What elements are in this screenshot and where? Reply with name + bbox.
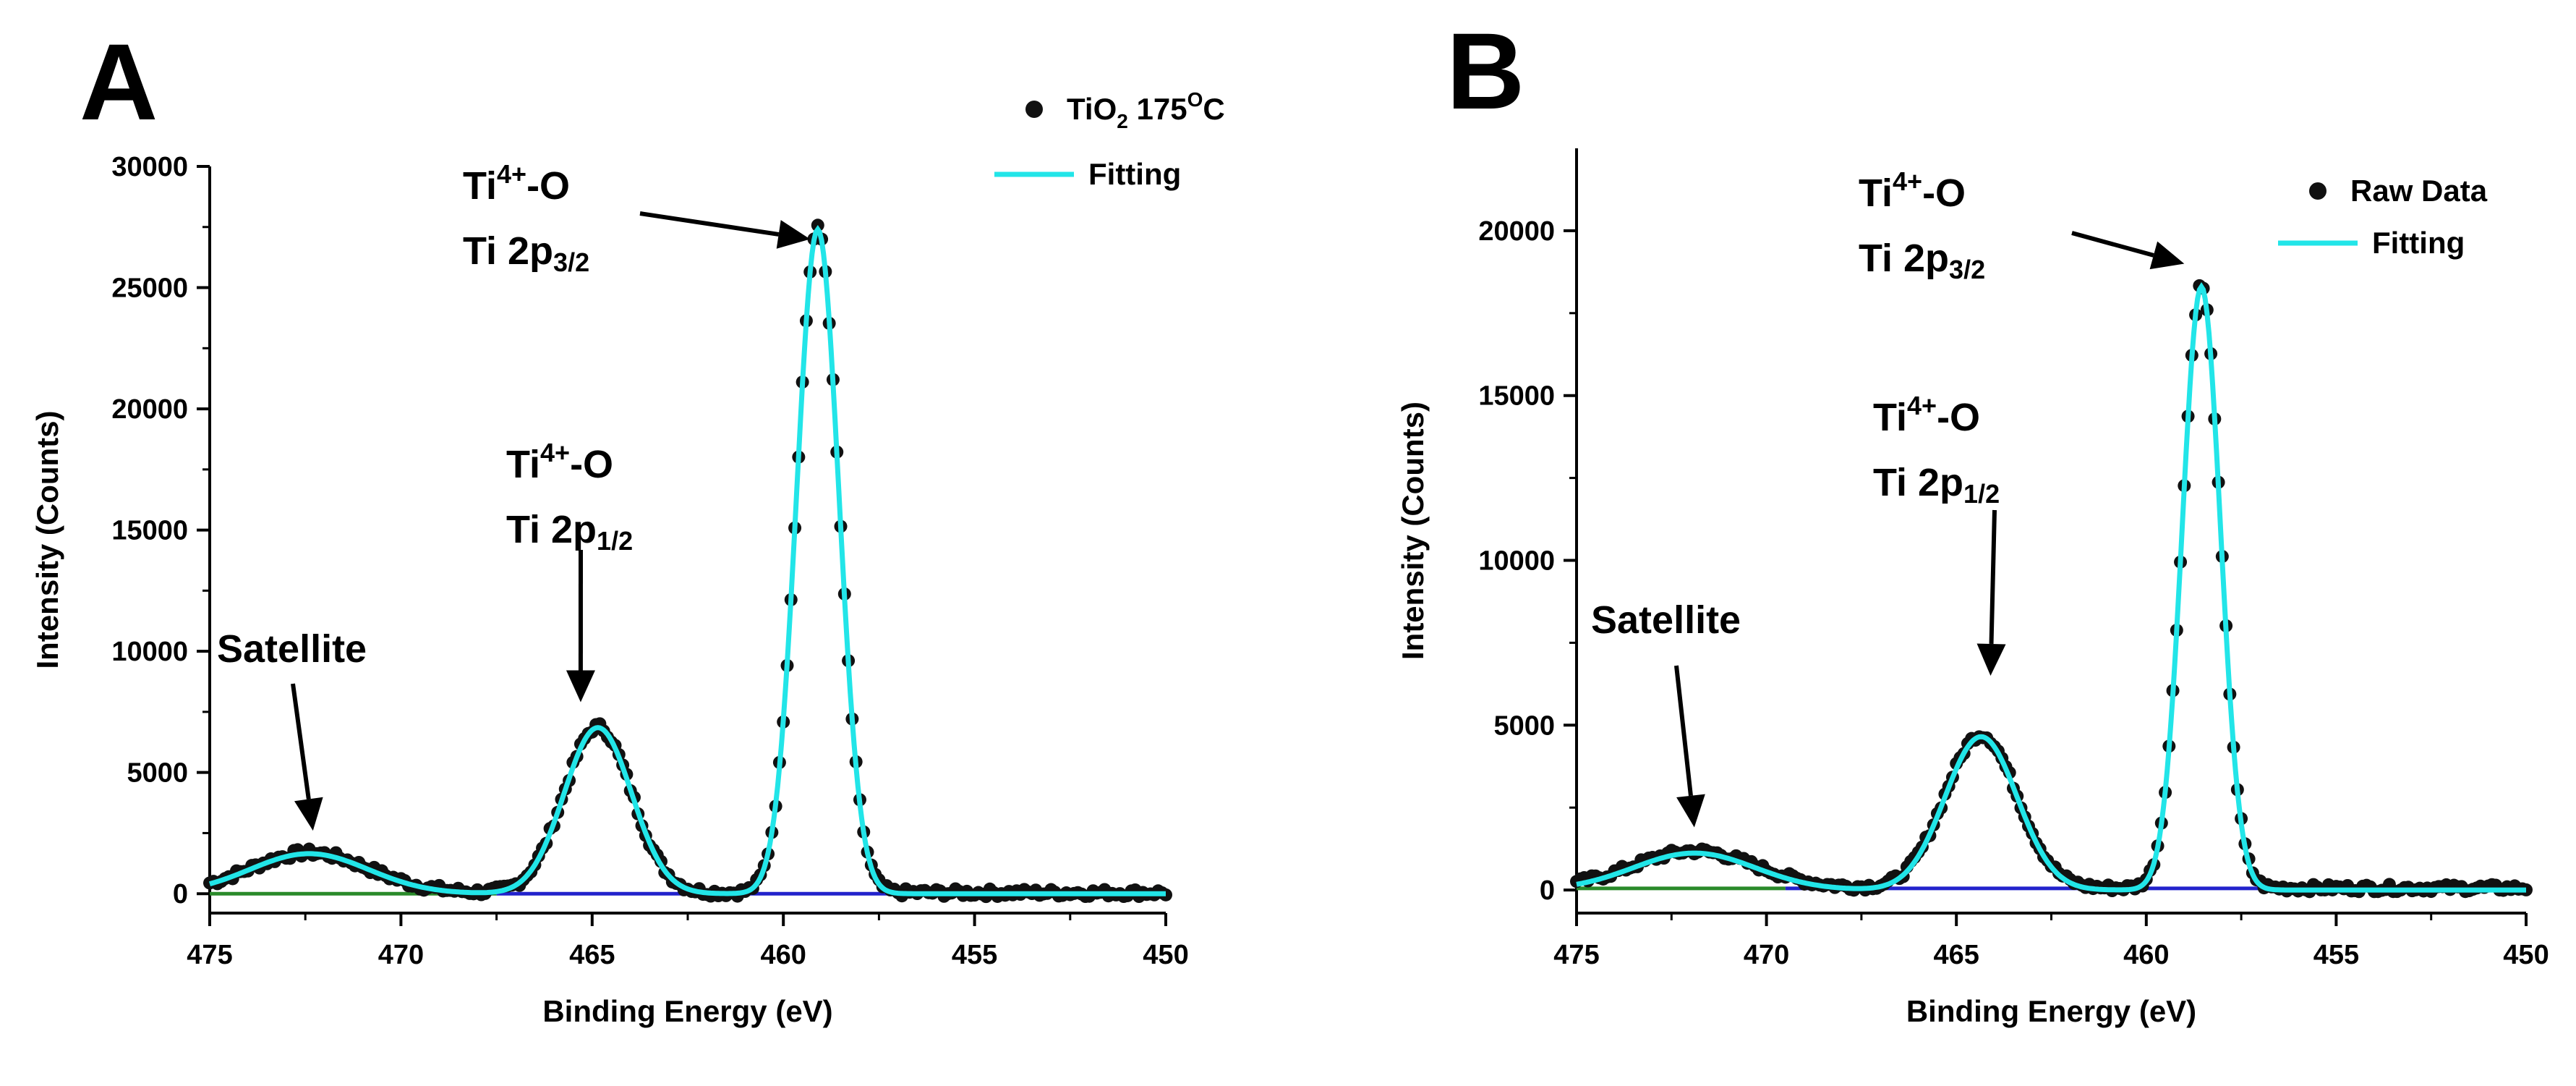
annotation-arrow-shaft: [639, 211, 780, 237]
annotation-arrow-head: [1976, 643, 2006, 676]
annotation-line2: Ti 2p3/2: [1859, 237, 1985, 284]
annotation-p32: Ti4+-O Ti 2p3/2: [1859, 166, 2185, 284]
y-tick-label: 15000: [111, 516, 188, 546]
y-tick-label: 0: [1540, 875, 1555, 906]
annotation-line1: Ti4+-O: [1873, 391, 1980, 439]
legend-fit-label: Fitting: [1088, 157, 1181, 191]
chart-b: 475 470 465 460 455 450 0 5000 10000 15000 20000 Bi…: [1396, 148, 2549, 1028]
fit-line: [208, 224, 1166, 896]
annotation-line2: Ti 2p1/2: [1873, 461, 2000, 509]
y-tick-label: 15000: [1478, 381, 1555, 412]
annotation-arrow-head: [566, 670, 595, 703]
x-tick-label: 460: [760, 940, 806, 970]
x-axis-label: Binding Energy (eV): [1906, 994, 2196, 1028]
legend: Raw Data Fitting: [2278, 174, 2488, 260]
legend-raw-marker: [2309, 182, 2326, 200]
x-tick-label: 475: [187, 940, 232, 970]
annotation-line1: Satellite: [217, 627, 367, 671]
annotation-line2: Ti 2p3/2: [463, 229, 589, 277]
legend-raw-label: TiO2 175OC: [1067, 88, 1225, 132]
annotation-p12: Ti4+-O Ti 2p1/2: [506, 438, 633, 703]
x-tick-label: 450: [1143, 940, 1188, 970]
annotation-arrow-head: [2149, 241, 2185, 270]
x-tick-label: 465: [1933, 940, 1979, 970]
y-tick-label: 0: [173, 879, 188, 909]
annotation-line1: Ti4+-O: [1859, 166, 1966, 215]
annotation-p12: Ti4+-O Ti 2p1/2: [1873, 391, 2006, 676]
annotation-arrow-head: [776, 220, 811, 249]
annotation-arrow-shaft: [1674, 665, 1693, 797]
raw-data-series: [203, 219, 1172, 904]
x-tick-label: 450: [2503, 940, 2549, 970]
legend-raw-marker: [1025, 101, 1043, 118]
annotation-sat: Satellite: [217, 627, 367, 831]
annotation-arrow-head: [1676, 794, 1705, 828]
panel-letter-b: B: [1446, 10, 1524, 132]
annotation-arrow-shaft: [1989, 509, 1997, 645]
y-tick-label: 5000: [1493, 710, 1555, 741]
annotation-arrow-head: [294, 797, 323, 831]
x-tick-label: 455: [2313, 940, 2359, 970]
x-tick-label: 460: [2123, 940, 2169, 970]
chart-a: 475 470 465 460 455 450 0 5000 10000 15000 20000 25…: [30, 88, 1225, 1028]
fit-line: [1576, 281, 2526, 893]
annotation-sat: Satellite: [1591, 598, 1741, 828]
annotation-line1: Ti4+-O: [463, 159, 570, 208]
annotation-arrow-shaft: [2071, 231, 2154, 258]
x-tick-label: 470: [1744, 940, 1789, 970]
annotation-line1: Satellite: [1591, 598, 1741, 642]
y-tick-label: 20000: [1478, 216, 1555, 247]
annotation-p32: Ti4+-O Ti 2p3/2: [463, 159, 811, 277]
x-axis-label: Binding Energy (eV): [542, 994, 832, 1028]
x-tick-label: 470: [378, 940, 424, 970]
panel-letter-a: A: [80, 21, 158, 143]
y-tick-label: 25000: [111, 273, 188, 304]
y-axis-label: Intensity (Counts): [1396, 402, 1430, 660]
legend-fit-label: Fitting: [2372, 226, 2465, 260]
y-tick-label: 30000: [111, 152, 188, 182]
y-tick-label: 5000: [127, 758, 188, 789]
legend-raw-label: Raw Data: [2350, 174, 2488, 208]
y-tick-label: 10000: [111, 637, 188, 667]
legend: TiO2 175OC Fitting: [994, 88, 1225, 191]
annotation-line2: Ti 2p1/2: [506, 508, 633, 556]
y-tick-label: 10000: [1478, 546, 1555, 577]
annotation-arrow-shaft: [291, 683, 311, 799]
raw-data-series: [1570, 279, 2533, 899]
x-tick-label: 475: [1553, 940, 1599, 970]
x-tick-label: 455: [952, 940, 997, 970]
annotation-line1: Ti4+-O: [506, 438, 613, 486]
x-tick-label: 465: [569, 940, 615, 970]
y-axis-label: Intensity (Counts): [30, 411, 64, 669]
y-tick-label: 20000: [111, 394, 188, 425]
